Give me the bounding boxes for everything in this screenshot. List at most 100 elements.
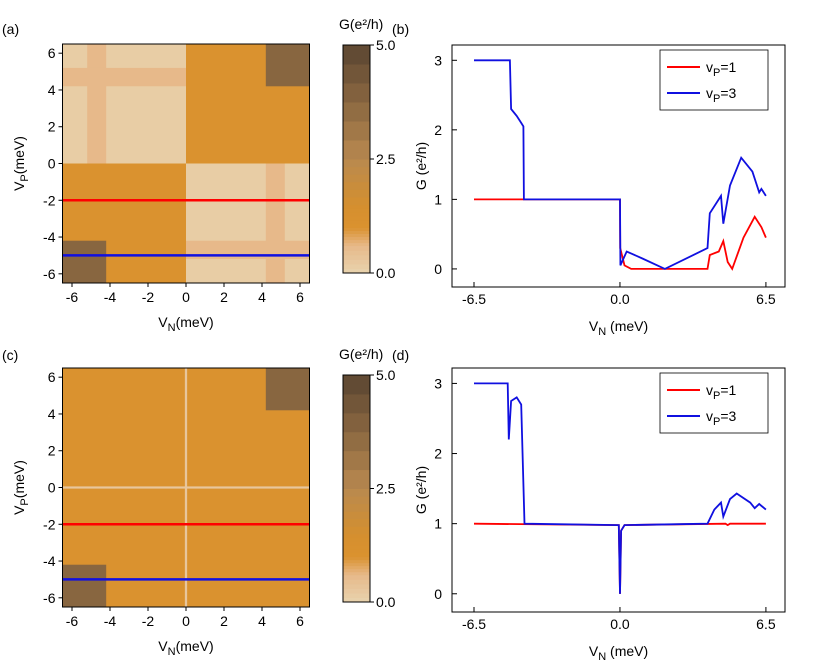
colorbar-step — [343, 102, 370, 122]
colorbar-step — [343, 197, 370, 206]
heatmap-cell — [62, 240, 107, 283]
x-axis-label-part: N — [598, 651, 606, 663]
y-tick-label: 2 — [48, 119, 56, 135]
colorbar-step — [343, 121, 370, 141]
y-tick-label: -2 — [43, 516, 56, 532]
x-tick-label: 6.5 — [756, 616, 776, 632]
colorbar-tick-label: 0.0 — [376, 594, 396, 610]
legend-label-part: P — [713, 93, 720, 105]
colorbar-step — [343, 219, 370, 225]
colorbar-step — [343, 268, 370, 274]
colorbar-step — [343, 533, 370, 539]
colorbar-step — [343, 212, 370, 217]
colorbar-step — [343, 597, 370, 603]
x-axis-label-part: V — [158, 314, 168, 330]
series-line — [474, 382, 767, 594]
x-axis-label-part: (meV) — [606, 643, 648, 659]
x-tick-label: 2 — [220, 289, 228, 305]
y-tick-label: 1 — [434, 516, 442, 532]
colorbar-tick-label: 5.0 — [376, 367, 396, 383]
plot-area — [473, 382, 767, 594]
x-axis-label: VN (meV) — [589, 318, 648, 338]
y-tick-label: 4 — [48, 82, 56, 98]
colorbar-step — [343, 216, 370, 221]
colorbar-tick-label: 2.5 — [376, 481, 396, 497]
y-tick-label: 6 — [48, 45, 56, 61]
colorbar-step — [343, 242, 370, 247]
legend-label: vP=1 — [706, 59, 737, 79]
x-tick-label: 0 — [182, 289, 190, 305]
colorbar-step — [343, 552, 370, 558]
colorbar-step — [343, 541, 370, 546]
x-tick-label: 6.5 — [756, 291, 776, 307]
colorbar-step — [343, 526, 370, 535]
x-tick-label: -2 — [142, 289, 155, 305]
x-tick-label: -4 — [104, 613, 117, 629]
x-tick-label: 0.0 — [610, 616, 630, 632]
x-tick-label: -6 — [66, 289, 79, 305]
colorbar-step — [343, 259, 370, 265]
x-axis-label-part: N — [598, 326, 606, 338]
legend-box — [659, 372, 769, 434]
series-line — [474, 59, 767, 270]
y-axis-label: VP(meV) — [11, 136, 31, 191]
y-axis-label-part: (meV) — [11, 136, 27, 174]
colorbar-title: G(e²/h) — [339, 16, 383, 32]
x-tick-label: -6.5 — [462, 291, 486, 307]
plot-area — [474, 59, 767, 271]
y-tick-label: -2 — [43, 192, 56, 208]
colorbar-step — [343, 159, 370, 168]
x-axis-label-part: V — [589, 318, 599, 334]
x-tick-label: 0 — [182, 613, 190, 629]
plot-frame — [451, 44, 786, 288]
colorbar-step — [343, 431, 370, 452]
colorbar-step — [343, 140, 370, 160]
colorbar-step — [343, 174, 370, 183]
y-tick-label: 0 — [434, 261, 442, 277]
heatmap-cell — [265, 44, 310, 87]
panel-label: (a) — [2, 21, 19, 37]
colorbar-step — [343, 592, 370, 598]
colorbar-step — [343, 230, 370, 234]
legend-label-part: v — [706, 382, 713, 398]
x-tick-label: 0.0 — [610, 291, 630, 307]
colorbar-step — [343, 583, 370, 589]
y-tick-label: 6 — [48, 369, 56, 385]
colorbar-step — [343, 488, 370, 497]
y-tick-label: 2 — [48, 443, 56, 459]
colorbar-step — [343, 537, 370, 542]
x-tick-label: 6 — [296, 289, 304, 305]
x-axis-label-part: N — [168, 322, 176, 334]
x-axis-label-part: V — [589, 643, 599, 659]
x-axis-label-part: V — [158, 638, 168, 654]
x-axis-label: VN (meV) — [589, 643, 648, 663]
y-tick-label: 3 — [434, 375, 442, 391]
colorbar-step — [343, 571, 370, 576]
x-axis-label-part: (meV) — [176, 314, 214, 330]
y-axis-label: VP(meV) — [11, 460, 31, 515]
x-axis-label: VN(meV) — [158, 638, 213, 658]
colorbar-step — [343, 45, 370, 65]
x-tick-label: -2 — [142, 613, 155, 629]
x-axis-label: VN(meV) — [158, 314, 213, 334]
legend-label-part: =3 — [720, 85, 736, 101]
y-tick-label: -6 — [43, 266, 56, 282]
colorbar-step — [343, 245, 370, 251]
x-axis-label-part: (meV) — [176, 638, 214, 654]
panel-label: (d) — [392, 347, 409, 363]
legend-label: vP=3 — [706, 85, 737, 105]
colorbar-step — [343, 375, 370, 395]
y-tick-label: 4 — [48, 406, 56, 422]
colorbar-step — [343, 579, 370, 585]
colorbar-step — [343, 469, 370, 489]
colorbar-step — [343, 503, 370, 512]
colorbar-step — [343, 549, 370, 554]
colorbar-tick-label: 5.0 — [376, 37, 396, 53]
x-tick-label: 6 — [296, 613, 304, 629]
colorbar-step — [343, 562, 370, 567]
plot-frame — [62, 43, 310, 284]
heatmap-cell — [62, 486, 310, 489]
colorbar-title: G(e²/h) — [339, 346, 383, 362]
colorbar-tick-label: 2.5 — [376, 151, 396, 167]
